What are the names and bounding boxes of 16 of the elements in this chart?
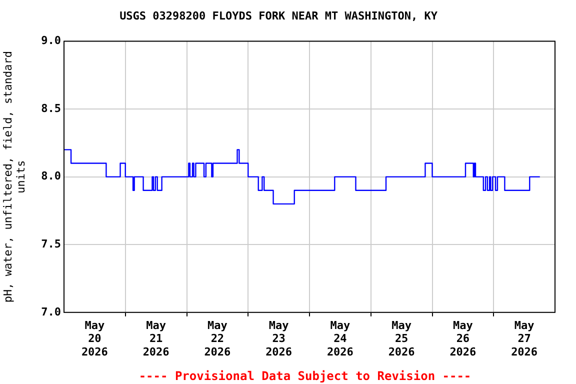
x-tick-label: May 20 2026 [81,318,108,358]
x-tick-label: May 25 2026 [388,318,416,358]
text: ---- Provisional Data Subject to Revision ---- [138,369,472,383]
y-tick-label: 8.0 [41,170,61,183]
x-tick-label: May 24 2026 [326,318,354,358]
x-tick-label: May 26 2026 [450,318,477,358]
y-tick-label: 8.5 [41,102,61,115]
chart-title: USGS 03298200 FLOYDS FORK NEAR MT WASHINGTON, KY [120,9,438,22]
x-tick-label: May 27 2026 [511,318,538,358]
y-axis-title: pH, water, unfiltered, field, standard units [1,50,28,303]
y-tick-label: 7.5 [41,237,61,250]
x-tick-label: May 21 2026 [142,318,170,358]
x-tick-label: May 22 2026 [204,318,232,358]
x-tick-label: May 23 2026 [266,318,292,358]
y-tick-label: 9.0 [41,34,61,48]
y-tick-label: 7.0 [41,305,61,318]
